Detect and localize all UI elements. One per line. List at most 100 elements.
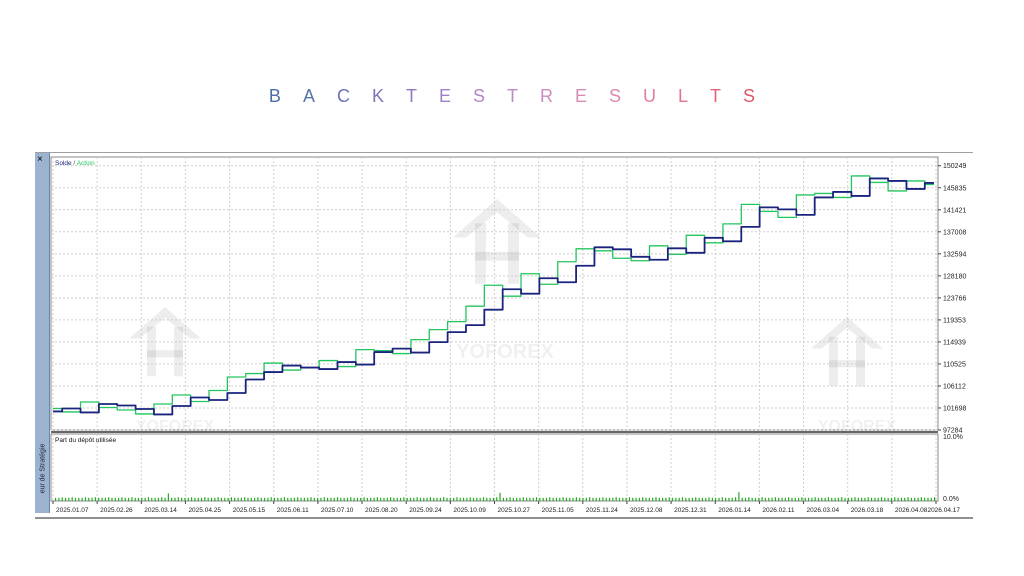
usage-bar — [851, 497, 853, 501]
usage-bar — [711, 497, 713, 501]
usage-bar — [476, 497, 478, 501]
usage-bar — [124, 497, 126, 501]
y-tick-label: 110525 — [943, 361, 966, 368]
y-tick-label: 101698 — [943, 405, 966, 412]
usage-bar — [151, 497, 153, 501]
usage-bar — [890, 497, 893, 501]
y-tick-label: 119353 — [943, 317, 966, 324]
usage-bar — [114, 497, 116, 501]
usage-bar — [184, 497, 186, 501]
usage-bar — [161, 497, 163, 501]
title-letter: S — [472, 86, 485, 106]
y-tick-label: 128180 — [943, 273, 966, 280]
usage-bar — [857, 497, 859, 501]
usage-bar — [254, 497, 256, 501]
usage-bar — [353, 497, 355, 501]
usage-bar — [665, 497, 667, 501]
usage-bar — [393, 497, 395, 501]
usage-bar — [535, 497, 538, 501]
usage-bar — [330, 497, 332, 501]
usage-bar — [894, 497, 896, 501]
usage-bar — [545, 497, 548, 501]
usage-bar — [526, 497, 528, 501]
usage-bar — [506, 497, 508, 501]
usage-bar — [131, 497, 133, 501]
usage-bar — [443, 497, 445, 501]
usage-bar — [678, 497, 680, 501]
x-tick-label: 2026.04.17 — [927, 507, 960, 514]
usage-bar — [718, 497, 720, 501]
usage-bar — [343, 497, 345, 501]
usage-bar — [804, 497, 806, 501]
usage-bar — [68, 497, 70, 501]
usage-bar — [94, 497, 97, 501]
usage-chart-title: Part du dépôt utilisée — [55, 437, 116, 444]
x-tick-label: 2025.01.07 — [56, 507, 89, 514]
usage-bar — [897, 497, 899, 501]
usage-bar — [744, 497, 747, 501]
usage-bar — [479, 497, 481, 501]
usage-bar — [317, 497, 319, 501]
usage-bar — [433, 497, 435, 501]
x-tick-label: 2025.04.25 — [188, 507, 221, 514]
watermark-pillar-icon — [508, 223, 519, 284]
usage-bar — [695, 497, 697, 501]
usage-bar — [658, 497, 660, 501]
usage-bar — [273, 497, 276, 501]
usage-bar — [502, 497, 504, 501]
usage-bar — [705, 497, 707, 501]
usage-bar — [827, 497, 830, 501]
usage-bar — [622, 497, 624, 501]
usage-bar — [910, 497, 912, 501]
usage-bar — [419, 497, 422, 501]
usage-bar — [615, 497, 617, 501]
x-tick-label: 2025.06.11 — [277, 507, 309, 514]
usage-bar — [197, 497, 199, 501]
usage-bar — [71, 497, 73, 501]
usage-bar — [373, 497, 375, 501]
usage-bar — [582, 497, 584, 501]
usage-bar — [499, 492, 501, 501]
usage-bar — [834, 497, 836, 501]
close-icon[interactable]: × — [37, 154, 43, 165]
usage-bar — [914, 497, 916, 501]
usage-bar — [88, 497, 90, 501]
usage-bar — [612, 497, 614, 501]
usage-bar — [127, 497, 130, 501]
usage-bar — [788, 497, 790, 501]
watermark-text: YOFOREX — [136, 418, 215, 435]
usage-bar — [522, 497, 524, 501]
usage-bar — [741, 497, 743, 501]
usage-bar — [867, 497, 869, 501]
x-tick-label: 2025.08.20 — [365, 507, 398, 514]
usage-bar — [579, 497, 581, 501]
watermark-bar-icon — [147, 350, 183, 358]
usage-bar — [549, 497, 551, 501]
usage-bar — [340, 497, 342, 501]
usage-bar — [224, 497, 226, 501]
usage-bar — [751, 497, 753, 501]
usage-bar — [758, 497, 760, 501]
usage-bar — [934, 497, 936, 501]
usage-bar — [283, 497, 286, 501]
usage-y-tick-label: 0.0% — [943, 496, 959, 503]
usage-bar — [58, 497, 60, 501]
usage-bar — [293, 497, 296, 501]
usage-bar — [688, 497, 690, 501]
usage-bar — [794, 497, 796, 501]
x-tick-label: 2026.01.14 — [718, 507, 751, 514]
usage-bar — [652, 497, 654, 501]
y-tick-label: 132594 — [943, 251, 966, 258]
usage-bar — [217, 497, 219, 501]
usage-bar — [559, 497, 561, 501]
usage-bar — [121, 497, 123, 501]
usage-bar — [333, 497, 335, 501]
usage-bar — [98, 497, 100, 501]
usage-bar — [734, 497, 737, 501]
usage-bar — [930, 497, 932, 501]
x-tick-label: 2025.12.08 — [630, 507, 663, 514]
usage-bar — [164, 497, 166, 501]
title-letter: E — [575, 86, 588, 106]
title-letter: S — [609, 86, 622, 106]
title-letter: C — [336, 86, 350, 106]
